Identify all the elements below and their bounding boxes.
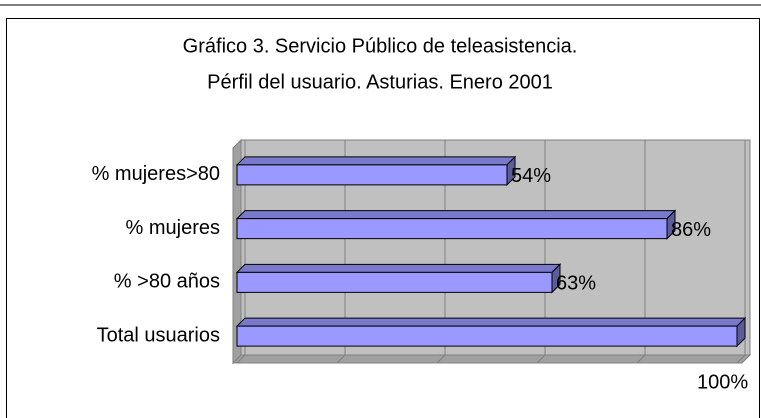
bar-top xyxy=(235,156,517,166)
floor-line xyxy=(636,354,646,364)
floor-line xyxy=(736,354,746,364)
category-label: % mujeres xyxy=(126,217,220,239)
category-label: % >80 años xyxy=(114,271,220,293)
value-label: 86% xyxy=(671,219,711,241)
bar xyxy=(236,271,553,293)
chart-title: Gráfico 3. Servicio Público de teleasist… xyxy=(183,35,578,57)
bar xyxy=(236,325,738,347)
bar-top xyxy=(235,317,747,327)
floor-line xyxy=(236,354,246,364)
floor-line xyxy=(536,354,546,364)
bar-top xyxy=(235,210,677,220)
floor-line xyxy=(336,354,346,364)
floor xyxy=(231,354,752,364)
bar-top xyxy=(235,263,562,273)
category-label: Total usuarios xyxy=(97,324,220,346)
value-label: 54% xyxy=(511,165,551,187)
value-label: 100% xyxy=(697,371,748,393)
category-label: % mujeres>80 xyxy=(92,163,220,185)
chart-subtitle: Pérfil del usuario. Asturias. Enero 2001 xyxy=(207,71,553,93)
floor-line xyxy=(436,354,446,364)
bar xyxy=(236,164,508,186)
value-label: 63% xyxy=(556,273,596,295)
bar xyxy=(236,218,668,240)
